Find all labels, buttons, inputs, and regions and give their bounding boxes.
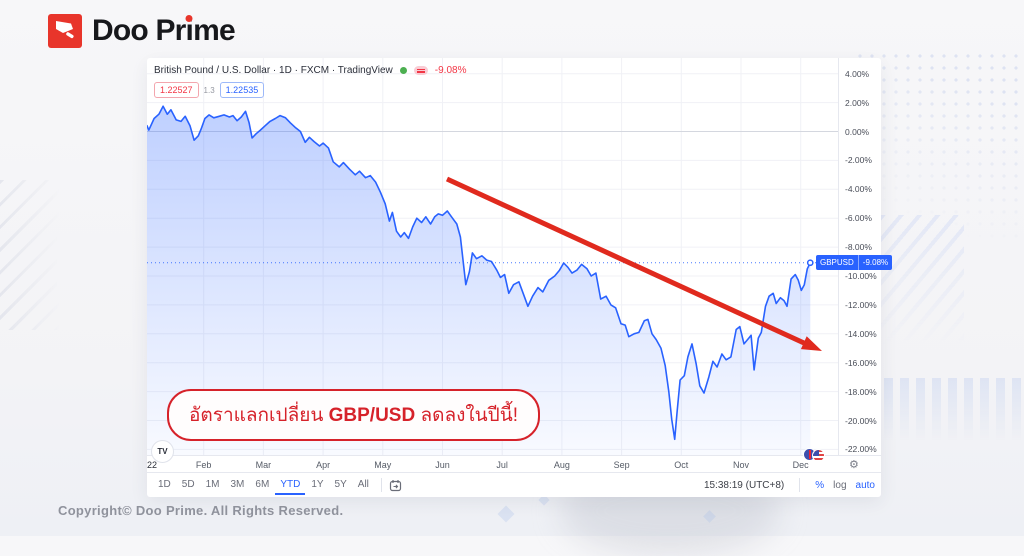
background-diamond	[497, 505, 515, 523]
x-axis-label: Apr	[316, 460, 331, 470]
y-axis-label: 0.00%	[845, 126, 870, 137]
market-open-icon	[399, 67, 407, 74]
percent-scale-button[interactable]: %	[815, 479, 825, 491]
range-button-5y[interactable]: 5Y	[334, 478, 347, 490]
doo-prime-logo: Doo Prime	[48, 14, 236, 48]
current-price-badge: GBPUSD -9.08%	[816, 255, 893, 271]
toolbar-separator	[147, 472, 881, 473]
doo-prime-logo-icon	[48, 14, 82, 48]
badge-symbol: GBPUSD	[816, 255, 859, 271]
legend-change-value: -9.08%	[434, 65, 467, 76]
x-axis-label: Oct	[674, 460, 689, 470]
background-dash-pattern	[0, 180, 60, 330]
x-axis-label: Aug	[553, 460, 570, 470]
logo-letter-i: i	[185, 14, 194, 47]
x-axis-label: Sep	[613, 460, 630, 470]
toolbar-divider	[799, 478, 801, 492]
y-axis-label: -8.00%	[845, 242, 872, 253]
gear-icon[interactable]: ⚙	[849, 459, 859, 471]
y-axis-label: -20.00%	[845, 415, 877, 426]
chart-toolbar: 1D 5D 1M 3M 6M YTD 1Y 5Y All 15:38:19 (UTC+8) % …	[147, 473, 881, 497]
range-button-5d[interactable]: 5D	[181, 478, 195, 490]
y-axis-label: -14.00%	[845, 328, 877, 339]
y-axis-label: -22.00%	[845, 444, 877, 455]
y-axis-label: -12.00%	[845, 299, 877, 310]
log-scale-button[interactable]: log	[833, 479, 847, 491]
y-axis-label: 2.00%	[845, 97, 870, 108]
time-axis-separator	[147, 455, 881, 456]
x-axis-label: Jun	[435, 460, 450, 470]
y-axis-label: -4.00%	[845, 184, 872, 195]
x-axis-label: Dec	[792, 460, 809, 470]
symbol-title[interactable]: British Pound / U.S. Dollar · 1D · FXCM …	[154, 65, 393, 76]
sell-price-button[interactable]: 1.22527	[154, 82, 199, 98]
pair-flags-icon	[803, 448, 827, 462]
callout-banner: อัตราแลกเปลี่ยน GBP/USD ลดลงในปีนี้!	[167, 389, 540, 441]
background-bars-pattern	[884, 378, 1024, 448]
doo-prime-logo-text: Doo Prime	[92, 14, 236, 47]
y-axis-label: -18.00%	[845, 386, 877, 397]
y-axis-label: 4.00%	[845, 68, 870, 79]
spread-value: 1.3	[203, 85, 215, 95]
range-button-1m[interactable]: 1M	[205, 478, 220, 490]
x-axis-label: Feb	[195, 460, 212, 470]
tradingview-logo-button[interactable]: TV	[151, 440, 174, 463]
y-axis-label: -6.00%	[845, 213, 872, 224]
clock-label[interactable]: 15:38:19 (UTC+8)	[703, 479, 785, 491]
x-axis-label: Jul	[496, 460, 508, 470]
x-axis-label: May	[374, 460, 392, 470]
range-buttons: 1D 5D 1M 3M 6M YTD 1Y 5Y All	[153, 473, 402, 497]
auto-scale-button[interactable]: auto	[855, 479, 875, 491]
range-button-1y[interactable]: 1Y	[311, 478, 324, 490]
range-button-3m[interactable]: 3M	[230, 478, 245, 490]
background-diamond	[703, 510, 716, 523]
y-axis-label: -2.00%	[845, 155, 872, 166]
range-button-6m[interactable]: 6M	[255, 478, 270, 490]
quote-row: 1.22527 1.3 1.22535	[154, 82, 265, 98]
copyright-text: Copyright© Doo Prime. All Rights Reserve…	[58, 503, 344, 518]
y-axis-label: -16.00%	[845, 357, 877, 368]
toolbar-right: 15:38:19 (UTC+8) % log auto	[704, 473, 875, 497]
y-axis-label: -10.00%	[845, 271, 877, 281]
range-button-all[interactable]: All	[357, 478, 369, 490]
x-axis-label: Mar	[255, 460, 272, 470]
range-button-ytd[interactable]: YTD	[275, 476, 306, 495]
range-button-1d[interactable]: 1D	[158, 478, 171, 490]
buy-price-button[interactable]: 1.22535	[219, 82, 265, 98]
go-to-date-icon[interactable]	[389, 479, 402, 492]
chart-legend[interactable]: British Pound / U.S. Dollar · 1D · FXCM …	[154, 65, 466, 76]
x-axis-year-label: 22	[147, 460, 158, 470]
tradingview-chart-card: British Pound / U.S. Dollar · 1D · FXCM …	[146, 58, 893, 497]
usd-flag-icon	[812, 449, 825, 462]
badge-change: -9.08%	[862, 258, 889, 268]
delayed-data-icon	[413, 66, 428, 75]
x-axis-label: Nov	[732, 460, 750, 470]
toolbar-divider	[380, 478, 382, 492]
